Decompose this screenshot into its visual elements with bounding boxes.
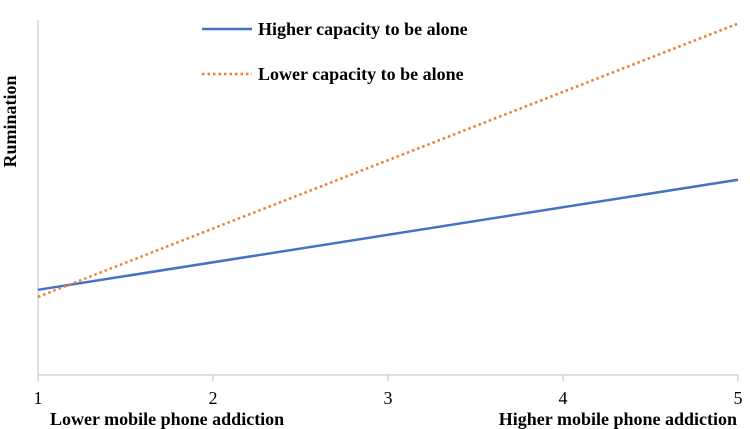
x-tick-label-5: 5 <box>734 388 743 408</box>
legend-label-higher-capacity: Higher capacity to be alone <box>258 19 468 39</box>
x-tick-label-4: 4 <box>559 388 568 408</box>
axes: 1 2 3 4 5 <box>34 20 743 408</box>
x-tick-label-3: 3 <box>384 388 393 408</box>
x-high-label: Higher mobile phone addiction <box>499 409 737 429</box>
series-line-0 <box>37 178 739 292</box>
legend: Higher capacity to be alone Lower capaci… <box>202 19 468 84</box>
y-axis-title: Rumination <box>0 75 20 167</box>
legend-item-lower-capacity: Lower capacity to be alone <box>202 64 464 84</box>
x-tick-label-1: 1 <box>34 388 43 408</box>
series-line-1 <box>37 22 739 299</box>
x-tick-label-2: 2 <box>209 388 218 408</box>
x-ticks: 1 2 3 4 5 <box>34 375 743 408</box>
legend-item-higher-capacity: Higher capacity to be alone <box>202 19 468 39</box>
legend-label-lower-capacity: Lower capacity to be alone <box>258 64 464 84</box>
series-lines <box>37 22 739 299</box>
x-low-label: Lower mobile phone addiction <box>50 409 284 429</box>
